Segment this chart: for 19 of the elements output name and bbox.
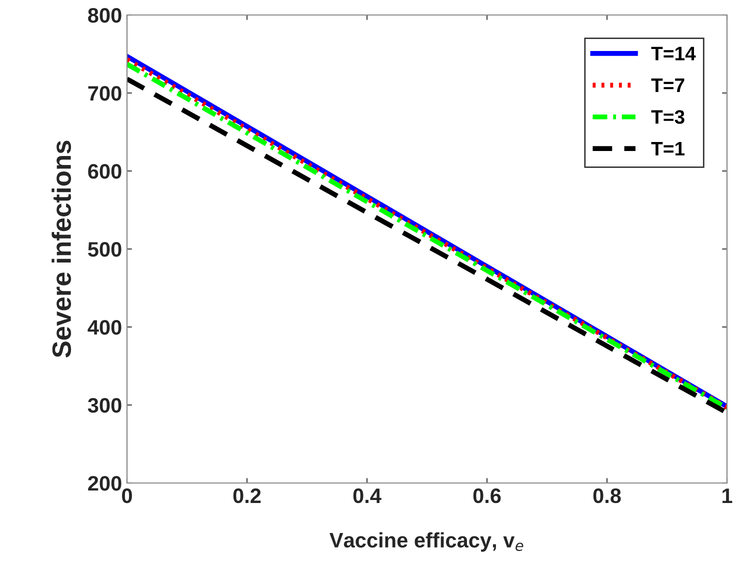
y-axis-title: Severe infections xyxy=(52,140,72,358)
y-tick-label: 600 xyxy=(88,164,122,179)
x-tick-label: 0.6 xyxy=(473,488,501,504)
y-tick-label: 200 xyxy=(88,476,122,491)
legend-label: T=7 xyxy=(651,78,684,92)
legend-label: T=14 xyxy=(651,46,696,60)
x-tick-label: 0.2 xyxy=(233,488,261,504)
x-axis-title: Vaccine efficacy, v$_{e}$ xyxy=(330,532,524,552)
y-tick-label: 700 xyxy=(88,86,122,101)
y-tick-label: 800 xyxy=(88,8,122,23)
legend-label: T=3 xyxy=(651,110,684,124)
x-tick-label: 0.4 xyxy=(353,488,382,504)
x-tick-label: 0 xyxy=(122,488,132,504)
y-tick-label: 400 xyxy=(88,320,122,335)
y-tick-label: 300 xyxy=(88,398,122,413)
x-tick-label: 0.8 xyxy=(593,488,621,504)
legend-label: T=1 xyxy=(651,142,685,156)
y-tick-label: 500 xyxy=(88,242,122,257)
x-tick-label: 1 xyxy=(722,488,732,503)
